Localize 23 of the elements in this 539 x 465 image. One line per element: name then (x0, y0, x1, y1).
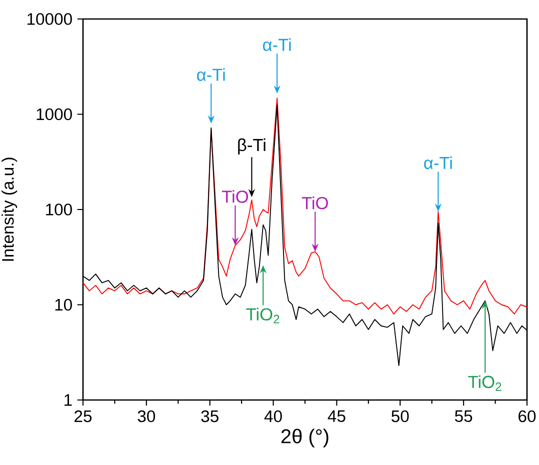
annotation: α-Ti (263, 38, 291, 52)
x-tick-label: 50 (392, 410, 409, 422)
x-tick-label: 35 (201, 410, 218, 422)
x-tick-label: 40 (264, 410, 282, 422)
annotation: TiO (302, 196, 328, 210)
x-tick-label: 55 (454, 410, 472, 422)
annotation: TiO$_{2}$ (246, 308, 280, 324)
y-tick-label: 10000 (28, 13, 72, 25)
annotation: β-Ti (238, 138, 266, 155)
y-axis-title: Intensity (a.u.) (2, 158, 18, 261)
y-tick-label: 1000 (36, 108, 72, 120)
annotation: α-Ti (197, 68, 225, 81)
y-tick-label: 10 (55, 298, 72, 311)
x-tick-label: 60 (518, 410, 536, 422)
y-tick-label: 1 (64, 394, 72, 406)
annotation: TiO (222, 190, 248, 203)
x-axis-title: 2θ (°) (281, 428, 328, 448)
y-tick-label: 100 (46, 204, 72, 216)
x-tick-label: 45 (328, 410, 346, 422)
annotation: α-Ti (424, 156, 452, 170)
annotation: TiO$_{2}$ (468, 375, 502, 391)
x-tick-label: 25 (74, 410, 92, 422)
x-tick-label: 30 (138, 410, 156, 422)
